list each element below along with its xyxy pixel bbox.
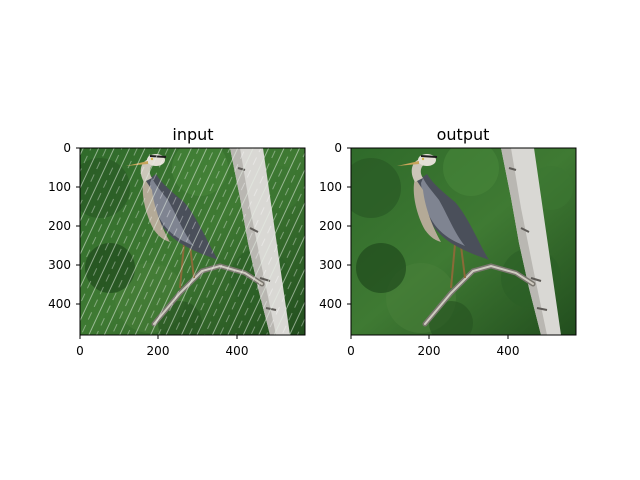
- x-tick-label: 200: [147, 344, 170, 358]
- x-tick-label: 400: [226, 344, 249, 358]
- x-tick-label: 400: [497, 344, 520, 358]
- y-axis-input: 0 100 200 300 400: [48, 141, 80, 311]
- x-axis-output: 0 200 400: [347, 335, 519, 358]
- y-tick-label: 200: [48, 219, 71, 233]
- rain-overlay: [80, 148, 305, 335]
- axes-frame-input: [79, 147, 306, 336]
- y-tick-label: 100: [48, 180, 71, 194]
- x-tick-label: 200: [418, 344, 441, 358]
- x-tick-label: 0: [76, 344, 84, 358]
- panel-title-output: output: [437, 125, 490, 144]
- x-axis-input: 0 200 400: [76, 335, 248, 358]
- y-tick-label: 200: [319, 219, 342, 233]
- x-tick-label: 0: [347, 344, 355, 358]
- image-input: [80, 148, 305, 335]
- y-axis-output: 0 100 200 300 400: [319, 141, 351, 311]
- y-tick-label: 300: [48, 258, 71, 272]
- image-output: [341, 140, 576, 345]
- y-tick-label: 0: [334, 141, 342, 155]
- y-tick-label: 300: [319, 258, 342, 272]
- y-tick-label: 400: [48, 297, 71, 311]
- y-tick-label: 400: [319, 297, 342, 311]
- panel-output: output 0 100 200 300 400 0 200 400: [319, 125, 577, 358]
- y-tick-label: 0: [63, 141, 71, 155]
- axes-frame-output: [350, 147, 577, 336]
- panel-input: input 0 100 200 300 400 0 200 400: [48, 125, 306, 358]
- y-tick-label: 100: [319, 180, 342, 194]
- panel-title-input: input: [172, 125, 213, 144]
